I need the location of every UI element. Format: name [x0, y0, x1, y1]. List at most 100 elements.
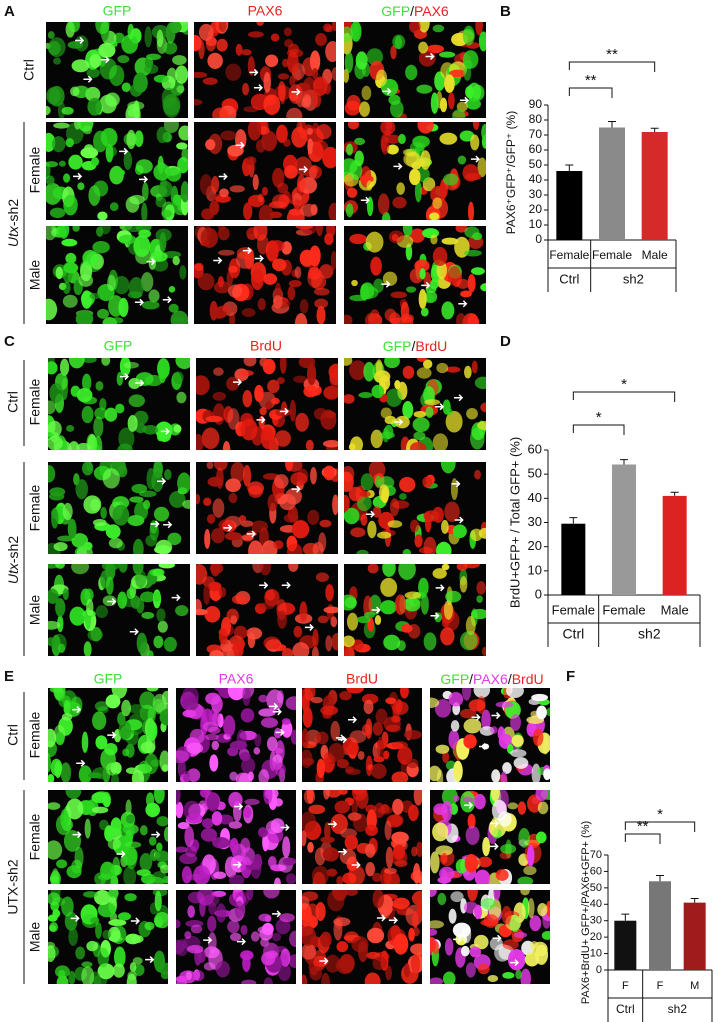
group-label: Ctrl: [562, 626, 584, 642]
cell: [194, 71, 208, 79]
cell: [266, 950, 278, 959]
cell: [470, 427, 485, 450]
arrow: [162, 296, 172, 304]
cell: [285, 696, 296, 710]
cell: [83, 641, 92, 656]
cell: [385, 846, 394, 869]
cell: [316, 305, 326, 324]
cell: [229, 771, 238, 781]
significance-bracket: [572, 424, 625, 435]
cell: [541, 930, 550, 940]
cell: [490, 816, 499, 837]
cell: [537, 902, 548, 917]
cell: [535, 831, 547, 844]
cell: [147, 876, 165, 884]
micrograph: [176, 890, 296, 984]
cell: [272, 167, 285, 188]
column-header: GFP: [104, 338, 133, 354]
cell: [323, 606, 338, 614]
cell: [145, 535, 158, 547]
cell: [48, 892, 61, 906]
arrow: [425, 52, 435, 60]
cell: [309, 50, 321, 72]
cell: [163, 826, 168, 842]
cell: [149, 836, 157, 846]
cell: [344, 394, 355, 404]
cell: [265, 401, 273, 410]
cell: [288, 84, 303, 104]
cell: [418, 577, 429, 597]
cell: [344, 834, 359, 850]
cell: [147, 720, 158, 741]
cell: [272, 932, 282, 942]
cell: [186, 768, 201, 782]
cell: [129, 962, 137, 973]
cell: [432, 24, 445, 33]
cell: [212, 837, 230, 849]
cell: [173, 424, 182, 433]
cell: [282, 58, 289, 68]
row-label: Ctrl: [21, 59, 37, 81]
cell: [289, 75, 296, 87]
cell: [363, 699, 374, 715]
cell: [409, 142, 426, 152]
cell: [281, 718, 291, 725]
micrographs: [46, 22, 550, 984]
cell: [349, 160, 363, 181]
cell: [546, 707, 550, 717]
cell: [390, 45, 397, 60]
cell: [121, 82, 131, 93]
cell: [172, 55, 187, 66]
cell: [482, 837, 491, 857]
cell: [413, 790, 422, 806]
label-part: -sh2: [5, 536, 21, 563]
arrow: [116, 850, 126, 858]
cell: [344, 635, 355, 648]
error-bar: [670, 491, 679, 496]
cell: [376, 69, 388, 87]
cell: [176, 919, 181, 929]
cell: [105, 524, 121, 539]
arrow: [75, 36, 85, 44]
cell: [431, 940, 440, 955]
cell: [497, 811, 512, 827]
cell: [265, 820, 281, 834]
cell: [179, 265, 187, 280]
cell: [207, 513, 216, 524]
cell: [511, 734, 524, 747]
cell: [442, 750, 450, 763]
cell: [517, 876, 534, 884]
cell: [384, 820, 392, 841]
cell: [172, 194, 182, 206]
cell: [104, 407, 118, 422]
cell: [315, 572, 329, 582]
cell: [49, 875, 59, 883]
micrograph: [46, 22, 188, 118]
cell: [388, 94, 401, 106]
cell: [464, 249, 482, 257]
cell: [48, 914, 58, 922]
cell: [48, 753, 52, 773]
arrow: [393, 162, 403, 170]
cell: [433, 803, 448, 816]
cell: [160, 178, 168, 189]
arrow: [253, 84, 264, 92]
cell: [441, 564, 450, 571]
cell: [184, 931, 192, 940]
arrow: [435, 584, 445, 592]
cell: [402, 365, 415, 379]
panel-letter: E: [4, 668, 14, 685]
cell: [446, 408, 453, 416]
row-label: Female: [27, 146, 43, 193]
arrow: [157, 477, 167, 485]
cell: [238, 515, 247, 523]
cell: [295, 226, 314, 230]
cell: [263, 890, 280, 899]
arrow: [459, 96, 469, 104]
cell: [46, 105, 51, 116]
cell: [212, 711, 221, 727]
cell: [531, 763, 541, 782]
cell: [178, 125, 188, 141]
cell: [243, 202, 253, 220]
cell: [322, 847, 339, 862]
